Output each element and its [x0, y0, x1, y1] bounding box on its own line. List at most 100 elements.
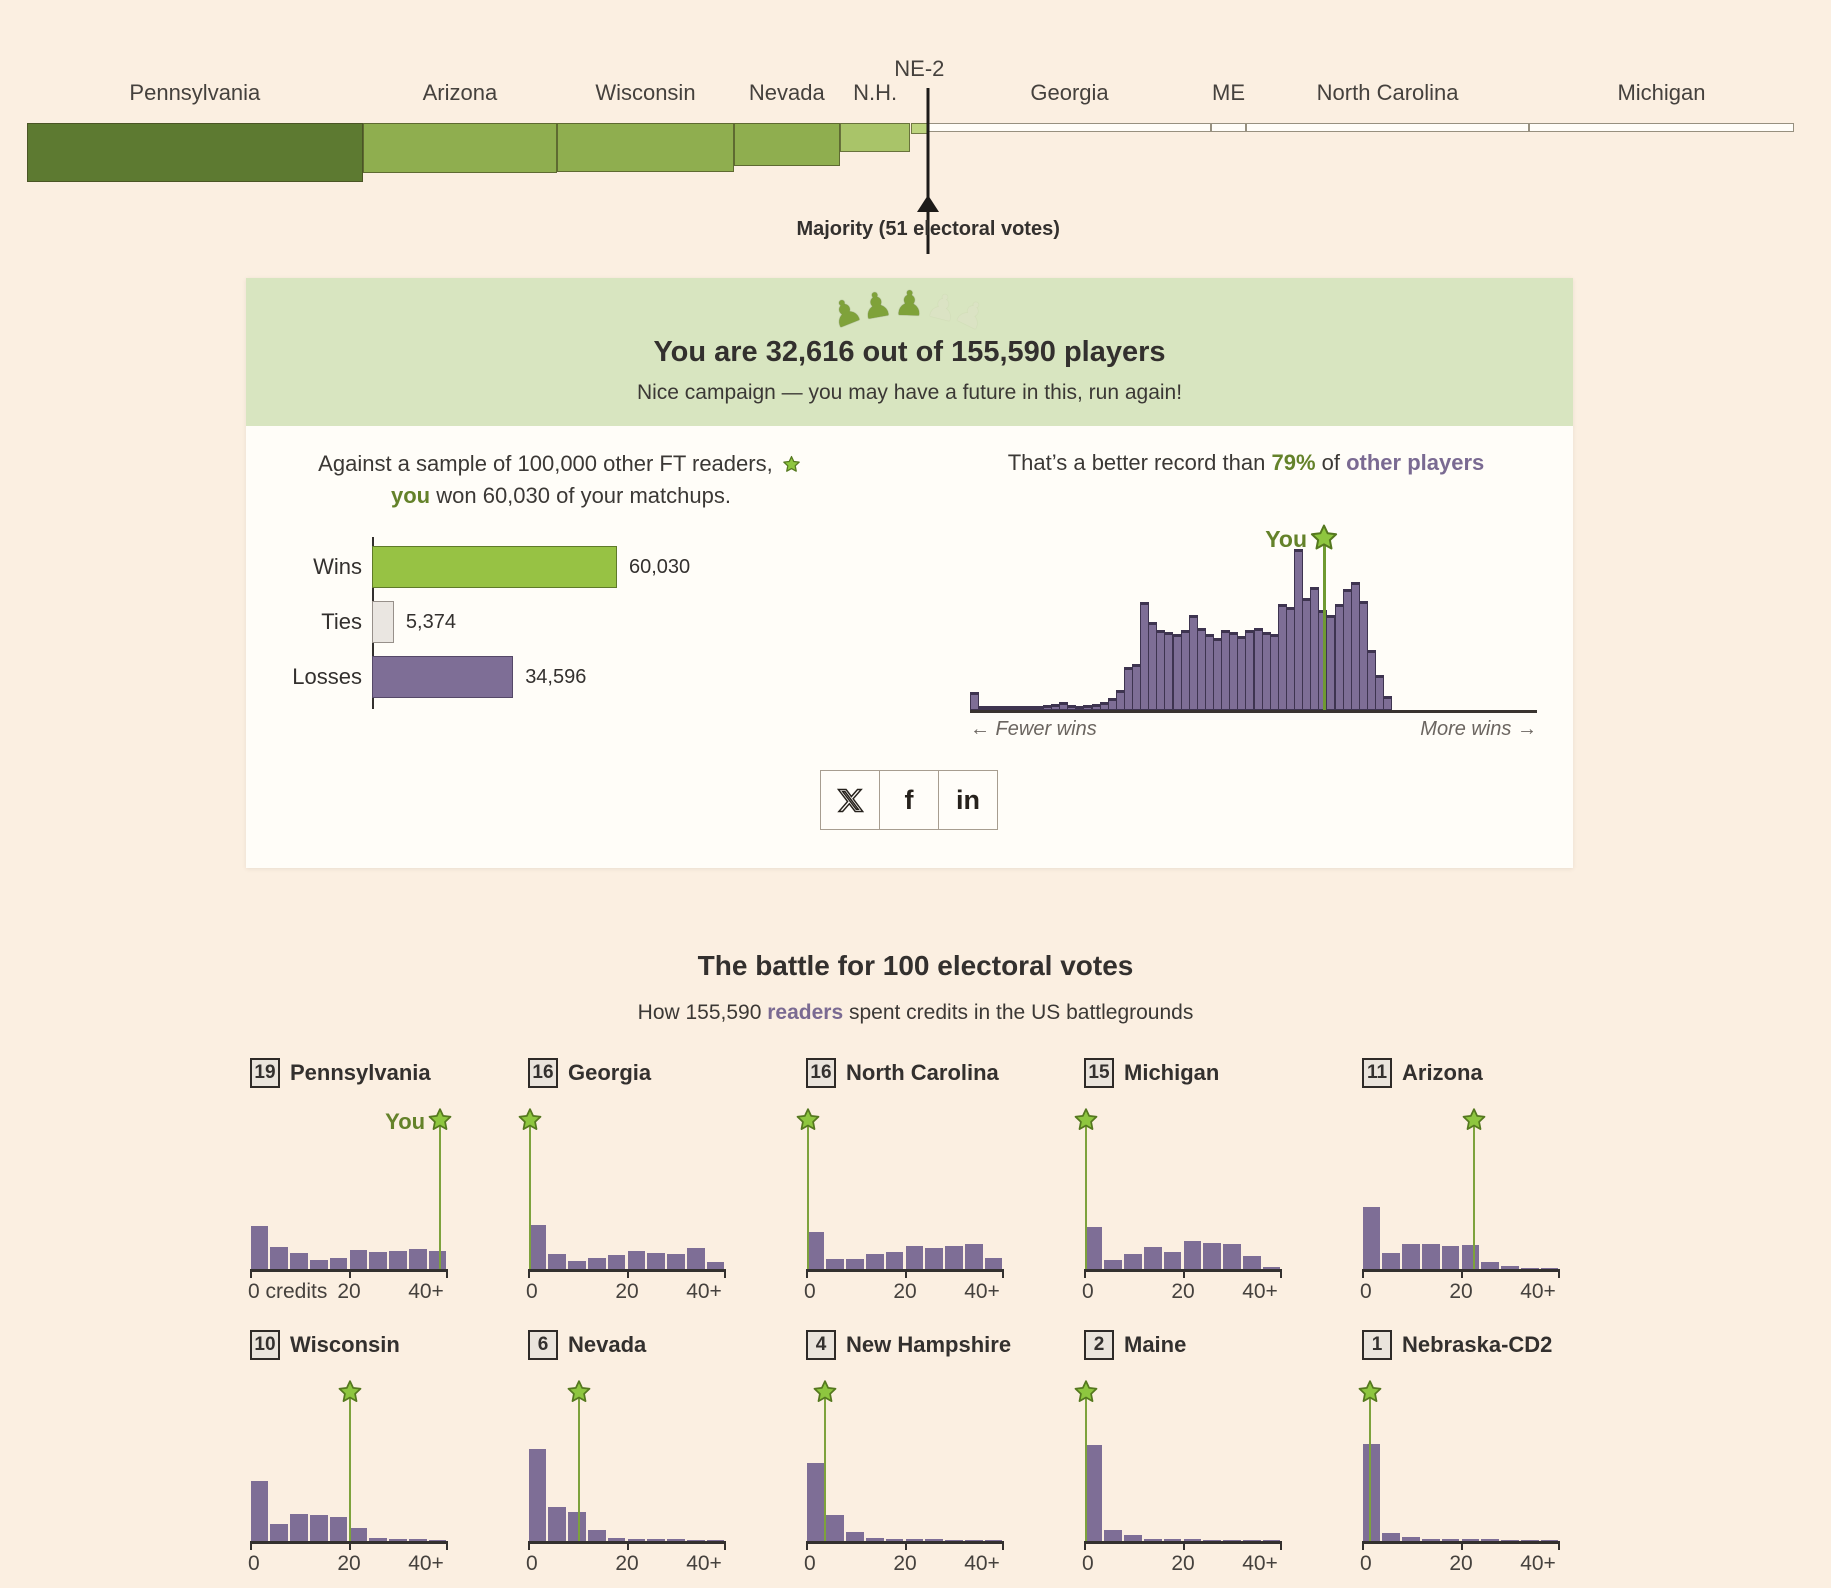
axis-label-20: 20	[1171, 1552, 1195, 1575]
credits-histogram-bar	[627, 1539, 646, 1541]
credits-histogram	[1074, 1380, 1282, 1550]
credits-histogram-bar	[607, 1538, 626, 1541]
battleground-chart-maine: 2 Maine 0 20 40+	[1074, 1330, 1282, 1588]
battleground-chart-header: 11 Arizona	[1362, 1058, 1483, 1088]
axis-label-zero: 0	[526, 1552, 538, 1575]
credits-histogram-bar	[1203, 1243, 1222, 1269]
axis-tick	[1461, 1269, 1463, 1278]
battleground-name: Arizona	[1402, 1060, 1483, 1085]
axis-label-zero: 0	[1360, 1552, 1372, 1575]
credits-histogram-bar	[1481, 1262, 1500, 1269]
axis-tick	[1362, 1269, 1364, 1278]
more-wins-label: More wins →	[1420, 718, 1537, 740]
axis-label-20: 20	[615, 1280, 639, 1303]
your-credits-line	[1085, 1120, 1087, 1269]
credits-histogram-bar	[647, 1539, 666, 1541]
credits-histogram-bar	[865, 1538, 884, 1541]
majority-marker-arrow-icon	[917, 195, 940, 212]
credits-histogram	[528, 1380, 726, 1550]
credits-histogram-bar	[309, 1260, 328, 1269]
credits-histogram-bar	[1382, 1533, 1401, 1541]
result-card: ♟ ♟ ♟ ♟ ♟ You are 32,616 out of 155,590 play…	[246, 278, 1573, 868]
ev-count-badge: 16	[806, 1058, 836, 1088]
credits-histogram-bar	[964, 1540, 983, 1541]
state-label-north-carolina: North Carolina	[1316, 80, 1459, 105]
credits-histogram-bar	[826, 1515, 845, 1541]
credits-histogram-bar	[329, 1258, 348, 1269]
battleground-name: Pennsylvania	[290, 1060, 431, 1085]
credits-histogram-bar	[568, 1261, 586, 1269]
you-marker-label: You	[1265, 526, 1307, 552]
your-credits-line	[1368, 1392, 1371, 1541]
your-credits-line	[577, 1392, 580, 1541]
result-title: You are 32,616 out of 155,590 players	[653, 336, 1166, 368]
credits-histogram-bar	[607, 1255, 626, 1269]
battleground-chart-header: 6 Nevada	[528, 1330, 646, 1360]
credits-axis-labels: 0 20 40+	[526, 1552, 726, 1578]
credits-histogram-bar	[1124, 1535, 1142, 1541]
axis-tick	[1362, 1541, 1364, 1550]
axis-tick	[1280, 1269, 1282, 1278]
credits-histogram-bar	[1084, 1227, 1103, 1269]
battleground-chart-header: 4 New Hampshire	[806, 1330, 1011, 1360]
your-credits-star-icon	[518, 1108, 542, 1130]
credits-histogram-bar	[905, 1246, 924, 1269]
ev-segment-wisconsin	[557, 123, 734, 172]
battleground-name: Nebraska-CD2	[1402, 1332, 1553, 1357]
credits-histogram-bar	[1163, 1539, 1182, 1541]
ev-count-badge: 1	[1362, 1330, 1392, 1360]
credits-histogram-bar	[369, 1538, 388, 1541]
record-row-wins: Wins 60,030	[246, 546, 690, 588]
credits-histogram-bar	[428, 1540, 447, 1541]
ev-count-badge: 16	[528, 1058, 558, 1088]
credits-histogram-bar	[706, 1540, 725, 1541]
credits-histogram-bar	[964, 1244, 983, 1269]
credits-histogram-bar	[806, 1232, 825, 1269]
credits-histogram-bar	[1143, 1539, 1162, 1541]
credits-histogram-bar	[885, 1252, 904, 1269]
credits-histogram-bar	[587, 1258, 606, 1269]
battleground-chart-new-hampshire: 4 New Hampshire 0 20 40+	[804, 1330, 1011, 1588]
battleground-chart-michigan: 15 Michigan 0 20 40+	[1074, 1058, 1282, 1320]
histogram-bar	[1383, 696, 1393, 710]
text-part: 79%	[1271, 450, 1316, 475]
axis-tick	[627, 1269, 629, 1278]
credits-histogram-bar	[1104, 1530, 1123, 1541]
battleground-name: Nevada	[568, 1332, 647, 1357]
credits-histogram-bar	[1421, 1244, 1440, 1269]
axis-label-zero: 0	[1082, 1552, 1094, 1575]
credits-histogram-bar	[865, 1254, 884, 1269]
ev-segment-nevada	[733, 123, 840, 166]
credits-histogram	[796, 1108, 1004, 1278]
battleground-chart-georgia: 16 Georgia 0 20 40+	[518, 1058, 726, 1320]
axis-label-zero: 0 credits	[248, 1280, 328, 1303]
text-part: won 60,030 of your matchups.	[430, 483, 731, 508]
histogram-bar	[1375, 675, 1385, 710]
axis-tick	[806, 1541, 808, 1550]
share-linkedin-button[interactable]: in	[938, 770, 998, 830]
text-part: of	[1315, 450, 1347, 475]
axis-tick	[528, 1541, 530, 1550]
pawn-filled-icon: ♟	[893, 283, 926, 325]
credits-histogram-bar	[846, 1532, 864, 1541]
axis-tick	[724, 1269, 726, 1278]
your-credits-star-icon	[338, 1380, 362, 1402]
credits-histogram-bar	[1223, 1540, 1241, 1541]
battle-section-subtitle: How 155,590 readers spent credits in the…	[0, 1001, 1831, 1025]
credits-histogram-bar	[1084, 1445, 1103, 1541]
credits-histogram-bar	[329, 1517, 348, 1541]
credits-histogram-bar	[587, 1530, 606, 1541]
credits-histogram-bar	[1223, 1244, 1241, 1269]
state-label-michigan: Michigan	[1617, 80, 1706, 105]
share-x-button[interactable]	[820, 770, 880, 830]
credits-histogram-bar	[1104, 1260, 1123, 1269]
battleground-chart-nevada: 6 Nevada 0 20 40+	[526, 1330, 726, 1588]
credits-histogram-bar	[1262, 1267, 1281, 1269]
credits-histogram-bar	[945, 1540, 963, 1541]
axis-label-zero: 0	[804, 1552, 816, 1575]
credits-histogram-bar	[1520, 1540, 1539, 1541]
ev-count-badge: 2	[1084, 1330, 1114, 1360]
credits-histogram-bar	[1242, 1540, 1261, 1541]
credits-histogram-bar	[250, 1226, 269, 1269]
share-facebook-button[interactable]: f	[879, 770, 939, 830]
